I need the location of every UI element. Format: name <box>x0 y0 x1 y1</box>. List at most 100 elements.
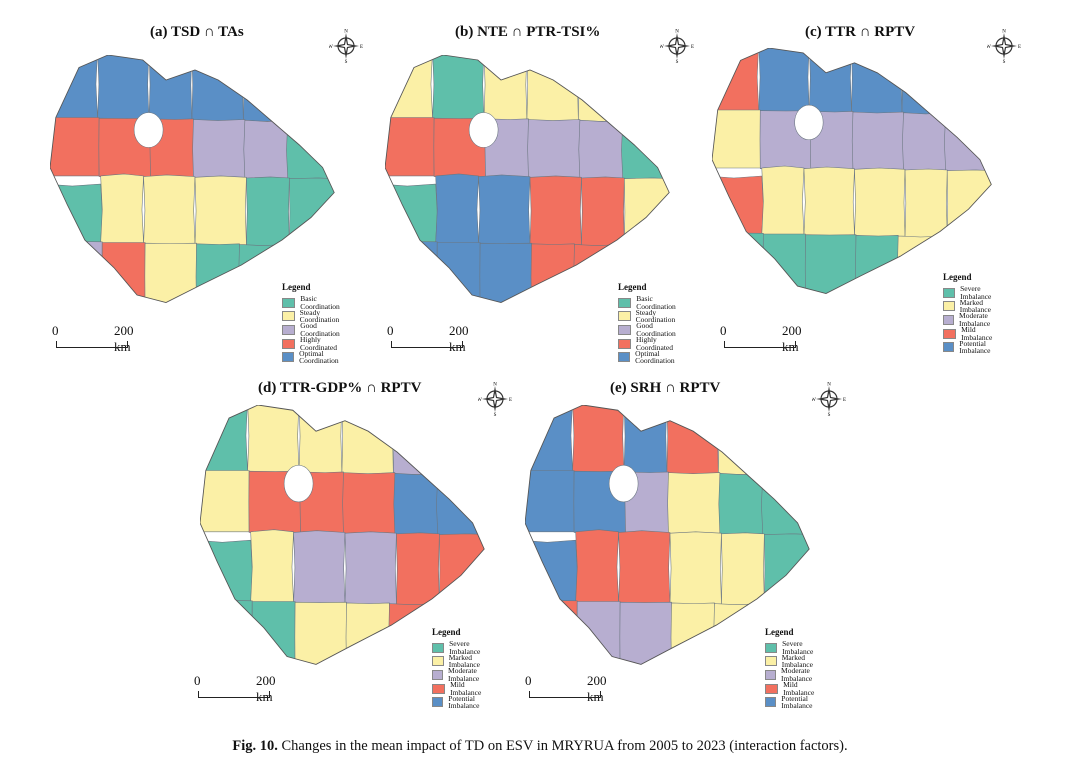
compass-rose-icon: N S E W <box>478 383 512 417</box>
district-region <box>286 120 335 180</box>
legend-swatch <box>943 342 955 353</box>
district-region <box>758 48 810 113</box>
district-region <box>385 55 433 121</box>
panel-c-title: (c) TTR ∩ RPTV <box>805 24 916 40</box>
district-region <box>721 532 765 606</box>
legend-item: Moderate Imbalance <box>943 311 996 328</box>
district-region <box>192 119 246 179</box>
district-region <box>851 111 905 171</box>
district-region <box>200 405 248 474</box>
district-region <box>191 55 244 122</box>
district-region <box>619 601 673 665</box>
district-region <box>345 602 391 665</box>
district-region <box>713 603 767 665</box>
map-d <box>200 405 485 665</box>
legend-item: Severe Imbalance <box>765 640 818 655</box>
legend-swatch <box>432 642 445 653</box>
panel-a-title: (a) TSD ∩ TAs <box>150 24 244 40</box>
legend-label: Severe Imbalance <box>960 284 992 301</box>
district-region <box>200 600 253 665</box>
panel-e-title: (e) SRH ∩ RPTV <box>610 380 721 396</box>
scale-line <box>724 341 796 348</box>
panel-b-title: (b) NTE ∩ PTR-TSI% <box>455 24 601 40</box>
district-region <box>808 48 852 114</box>
legend-swatch <box>432 697 444 708</box>
district-region <box>341 405 394 475</box>
compass-letter-e: E <box>509 398 512 403</box>
district-region <box>578 119 625 179</box>
scale-zero: 0 <box>194 673 201 688</box>
district-region <box>525 405 573 474</box>
district-region <box>385 183 438 243</box>
legend-label: Highly Coordinated <box>299 335 338 352</box>
district-region <box>897 235 950 294</box>
district-region <box>478 174 531 246</box>
district-region <box>525 539 578 602</box>
legend-swatch <box>943 301 955 312</box>
legend-label: Good Coordination <box>636 321 676 338</box>
legend-swatch <box>432 669 444 680</box>
legend-item: Mild Imbalance <box>432 681 485 696</box>
district-region <box>618 530 671 605</box>
district-region <box>243 55 296 122</box>
caption-text: Changes in the mean impact of TD on ESV … <box>281 738 848 754</box>
legend-label: Highly Coordinated <box>635 335 674 352</box>
district-region <box>436 473 485 536</box>
district-region <box>200 539 253 602</box>
legend-d: Legend Severe Imbalance Marked Imbalance Mo… <box>432 628 485 709</box>
district-region <box>712 175 764 235</box>
district-region <box>578 55 631 122</box>
compass-letter-w: W <box>329 45 333 50</box>
district-region <box>479 242 533 303</box>
district-region <box>581 176 625 247</box>
legend-label: Marked Imbalance <box>781 652 813 670</box>
legend-label: Moderate Imbalance <box>448 666 480 683</box>
region-outline <box>50 55 335 303</box>
legend-swatch <box>618 352 631 363</box>
scale-line <box>529 691 601 698</box>
district-region <box>902 112 948 171</box>
district-region <box>50 117 100 177</box>
legend-swatch <box>765 683 779 694</box>
compass-letter-n: N <box>1002 30 1006 35</box>
scale-bar-b: 0 200 km <box>387 323 487 357</box>
legend-item: Steady Coordination <box>282 307 344 325</box>
district-region <box>804 234 857 294</box>
region-outline <box>712 48 992 294</box>
legend-item: Marked Imbalance <box>943 299 996 314</box>
legend-title: Legend <box>943 272 972 282</box>
district-region <box>572 405 625 474</box>
legend-label: Potential Imbalance <box>448 693 480 711</box>
legend-item: Mild Imbalance <box>943 326 996 341</box>
district-region <box>854 167 906 238</box>
district-region <box>50 55 98 121</box>
legend-label: Moderate Imbalance <box>781 666 813 683</box>
map-a <box>50 55 335 303</box>
legend-item: Basic Coordination <box>282 295 344 310</box>
district-region <box>293 530 346 605</box>
district-region <box>525 470 575 533</box>
district-region <box>195 243 241 303</box>
district-region <box>246 176 290 247</box>
district-region <box>530 243 576 303</box>
district-region <box>525 600 578 665</box>
district-region <box>575 529 619 605</box>
district-region <box>944 113 992 172</box>
district-region <box>629 55 670 123</box>
scale-line <box>56 341 128 348</box>
compass-letter-s: S <box>828 413 831 416</box>
legend-title: Legend <box>618 282 647 292</box>
scale-line <box>391 341 463 348</box>
map-b <box>385 55 670 303</box>
legend-label: Steady Coordination <box>635 307 676 325</box>
caption-label: Fig. 10. <box>232 738 278 754</box>
legend-label: Steady Coordination <box>299 307 340 325</box>
district-region <box>855 235 900 294</box>
legend-label: Potential Imbalance <box>781 693 813 711</box>
legend-swatch <box>943 314 955 325</box>
district-region <box>396 532 440 606</box>
legend-item: Good Coordination <box>618 321 680 338</box>
lake-area <box>133 112 164 148</box>
compass-letter-n: N <box>344 30 348 35</box>
legend-label: Moderate Imbalance <box>959 311 991 328</box>
